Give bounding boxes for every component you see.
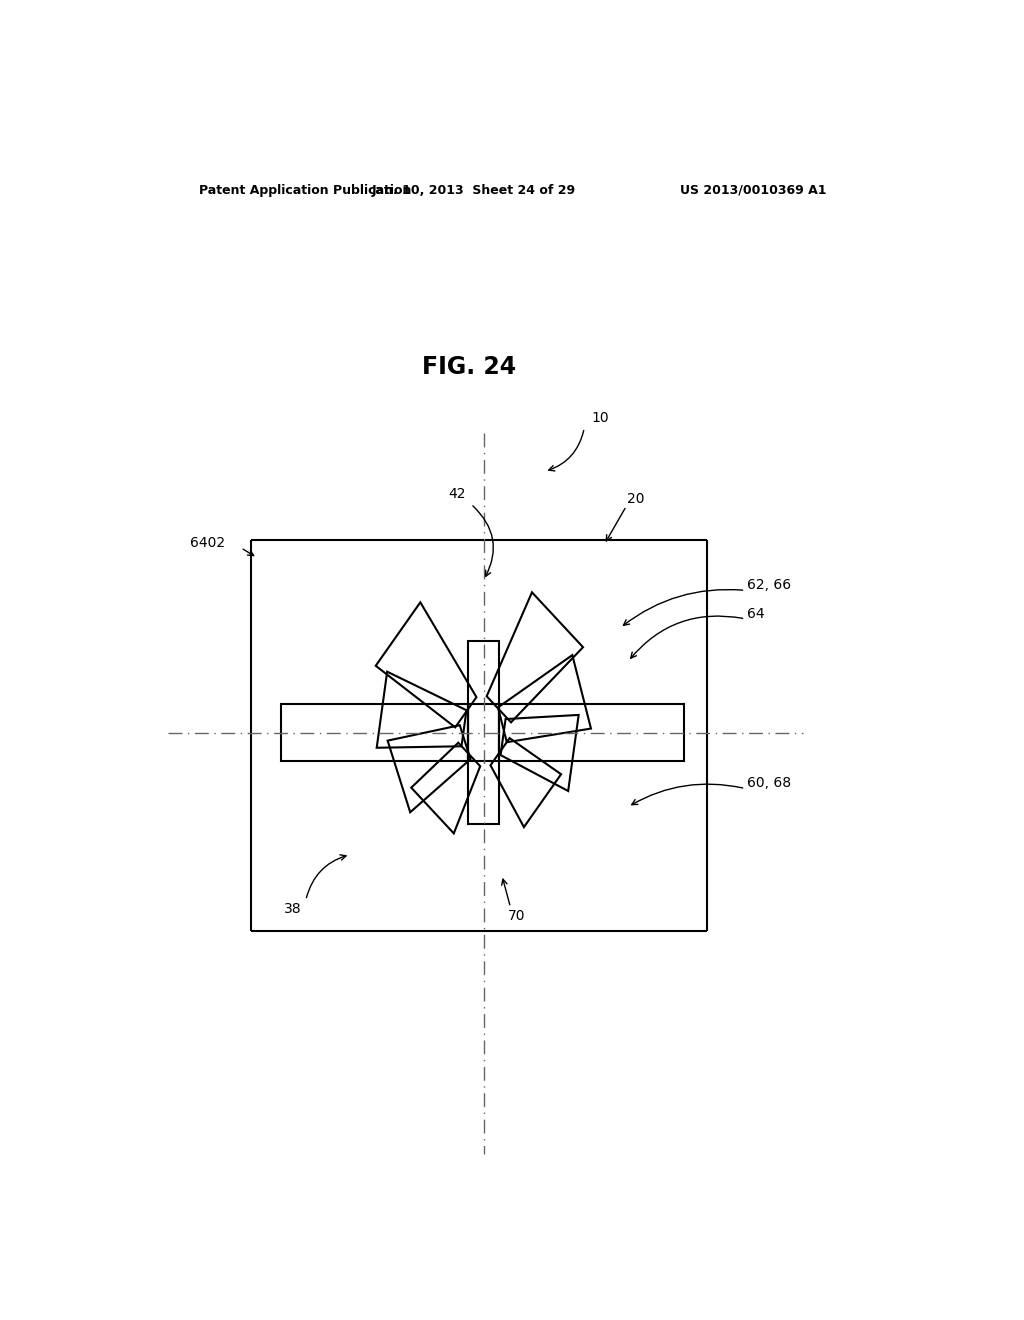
Text: FIG. 24: FIG. 24 (422, 355, 516, 379)
Text: Patent Application Publication: Patent Application Publication (200, 183, 412, 197)
Text: 60, 68: 60, 68 (748, 776, 792, 791)
Text: 70: 70 (508, 908, 525, 923)
Text: 20: 20 (627, 492, 645, 506)
Text: 64: 64 (748, 607, 765, 620)
Text: 62, 66: 62, 66 (748, 578, 792, 593)
Text: 6402: 6402 (189, 536, 225, 549)
Text: US 2013/0010369 A1: US 2013/0010369 A1 (680, 183, 826, 197)
Text: 42: 42 (449, 487, 466, 500)
Text: Jan. 10, 2013  Sheet 24 of 29: Jan. 10, 2013 Sheet 24 of 29 (371, 183, 575, 197)
Text: 10: 10 (592, 411, 609, 425)
Text: 38: 38 (285, 902, 302, 916)
